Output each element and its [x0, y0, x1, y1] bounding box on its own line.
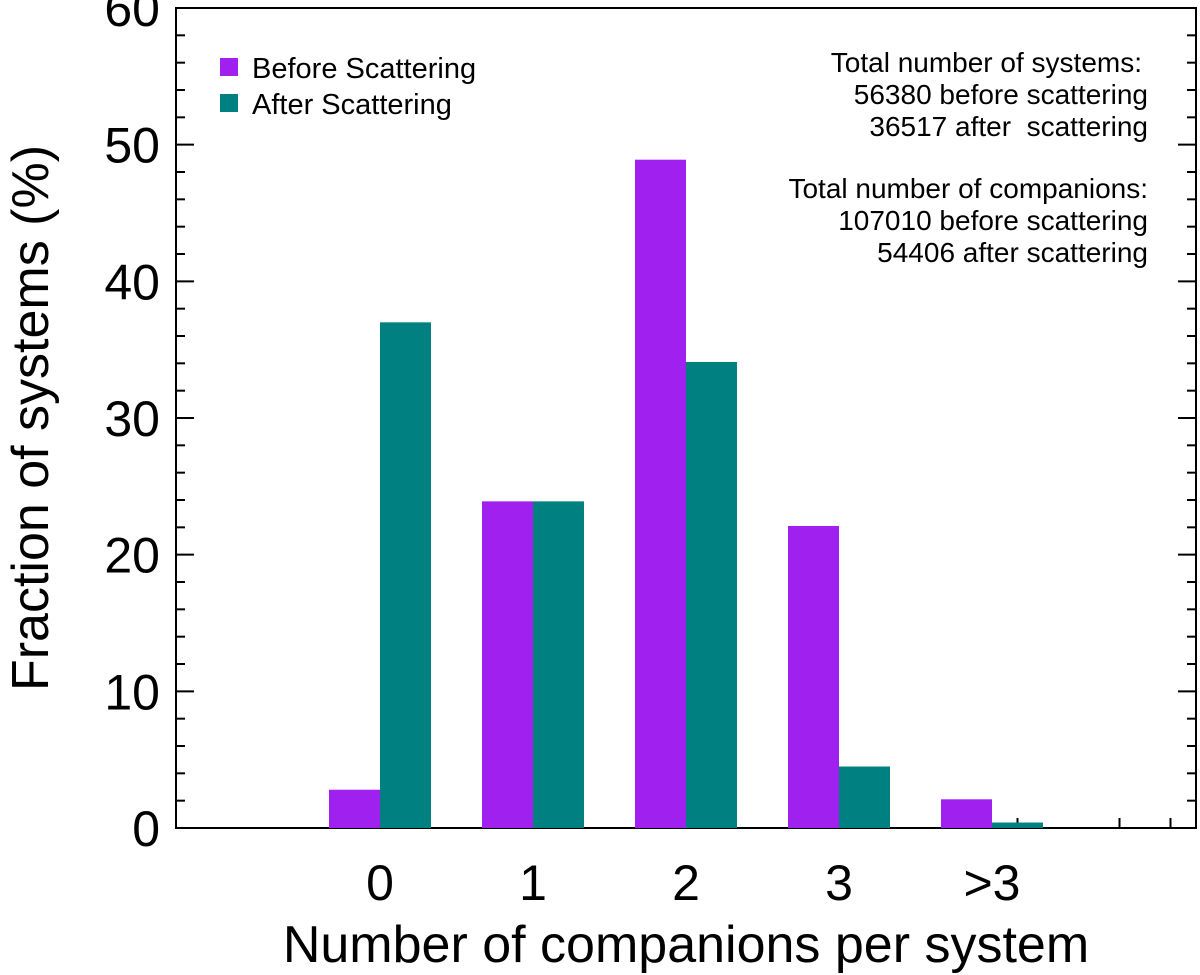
y-tick-label: 40 [104, 254, 160, 310]
x-tick-label: 3 [825, 855, 853, 911]
x-tick-labels: 0 1 2 3 >3 [366, 855, 1020, 911]
bar-after-3 [839, 766, 890, 828]
annotation-block: Total number of systems: 56380 before sc… [788, 47, 1148, 268]
annotation-systems-title: Total number of systems: [831, 47, 1142, 78]
bar-after-1 [533, 501, 584, 828]
x-axis-title: Number of companions per system [283, 916, 1089, 974]
y-tick-label: 50 [104, 118, 160, 174]
x-tick-label: 2 [672, 855, 700, 911]
x-tick-label: 0 [366, 855, 394, 911]
y-tick-label: 60 [104, 0, 160, 37]
annotation-systems-after: 36517 after scattering [869, 111, 1148, 142]
bar-before-3 [788, 525, 839, 828]
bar-after-2 [686, 361, 737, 828]
bar-before-0 [329, 789, 380, 828]
annotation-companions-title: Total number of companions: [788, 173, 1148, 204]
y-tick-labels: 0 10 20 30 40 50 60 [104, 0, 160, 857]
bar-before-1 [482, 501, 533, 828]
annotation-companions-after: 54406 after scattering [877, 237, 1148, 268]
annotation-systems-before: 56380 before scattering [854, 79, 1148, 110]
y-tick-label: 0 [132, 801, 160, 857]
y-tick-label: 10 [104, 664, 160, 720]
legend-label-after: After Scattering [252, 89, 452, 121]
y-tick-label: 20 [104, 528, 160, 584]
y-axis-title: Fraction of systems (%) [2, 145, 60, 691]
bar-after-4 [992, 822, 1043, 828]
legend-swatch-before [220, 58, 238, 76]
legend-label-before: Before Scattering [252, 53, 476, 85]
annotation-companions-before: 107010 before scattering [838, 205, 1148, 236]
bars [329, 159, 1043, 828]
legend: Before Scattering After Scattering [220, 53, 476, 121]
bar-before-4 [941, 799, 992, 828]
axis-ticks [176, 7, 1196, 829]
x-tick-label: 1 [519, 855, 547, 911]
bar-after-0 [380, 322, 431, 828]
legend-swatch-after [220, 94, 238, 112]
y-tick-label: 30 [104, 391, 160, 447]
bar-before-2 [635, 159, 686, 828]
x-tick-label: >3 [963, 855, 1020, 911]
